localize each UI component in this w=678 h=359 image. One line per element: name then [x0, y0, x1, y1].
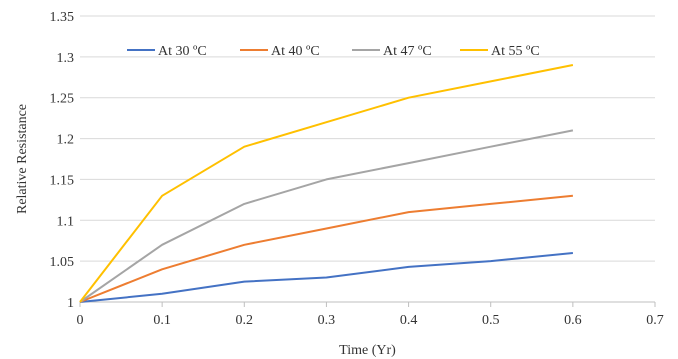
y-tick-label: 1	[67, 296, 74, 311]
y-tick-label: 1.15	[50, 173, 75, 188]
axes	[79, 301, 656, 307]
series-line-1	[79, 252, 573, 303]
x-tick-label: 0.3	[318, 313, 336, 328]
x-tick-label: 0.7	[646, 313, 664, 328]
gridlines	[80, 15, 655, 262]
y-tick-label: 1.05	[50, 255, 75, 270]
y-tick-label: 1.35	[50, 10, 75, 25]
x-tick-label: 0.6	[564, 313, 582, 328]
y-tick-label: 1.25	[50, 92, 75, 107]
legend-label: At 40 ºC	[271, 44, 320, 59]
x-axis-tick-labels: 0 0.1 0.2 0.3 0.4 0.5 0.6 0.7	[77, 313, 664, 328]
x-tick-label: 0.1	[153, 313, 171, 328]
x-tick-label: 0.2	[236, 313, 254, 328]
y-tick-label: 1.3	[57, 51, 75, 66]
series-lines	[79, 64, 574, 303]
legend: At 30 ºC At 40 ºC At 47 ºC At 55 ºC	[127, 44, 540, 59]
x-tick-label: 0	[77, 313, 84, 328]
series-line-4	[79, 64, 574, 303]
legend-label: At 47 ºC	[383, 44, 432, 59]
x-tick-label: 0.5	[482, 313, 500, 328]
x-tick-label: 0.4	[400, 313, 418, 328]
y-axis-tick-labels: 1 1.05 1.1 1.15 1.2 1.25 1.3 1.35	[50, 10, 75, 311]
series-line-3	[79, 129, 574, 303]
legend-label: At 30 ºC	[158, 44, 207, 59]
series-line-2	[79, 194, 573, 303]
y-tick-label: 1.1	[57, 214, 75, 229]
y-axis-label: Relative Resistance	[15, 104, 30, 214]
y-tick-label: 1.2	[57, 133, 75, 148]
x-axis-label: Time (Yr)	[339, 343, 396, 358]
legend-label: At 55 ºC	[491, 44, 540, 59]
